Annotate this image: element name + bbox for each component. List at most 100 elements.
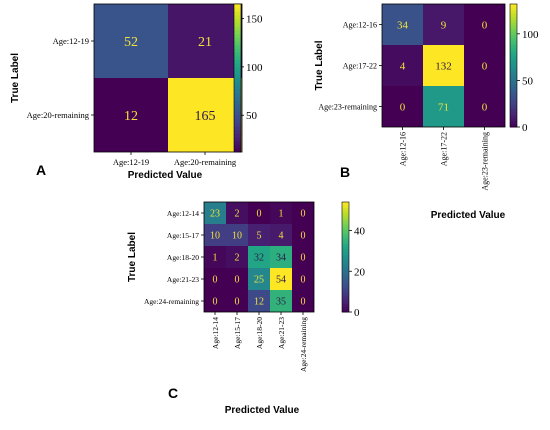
colorbar-segment <box>342 224 349 228</box>
colorbar-segment <box>510 93 517 97</box>
colorbar-segment <box>342 259 349 263</box>
colorbar-segment <box>510 37 517 42</box>
cell-value-label: 0 <box>301 253 306 264</box>
cell-value-label: 0 <box>235 275 240 286</box>
colorbar-segment <box>234 137 241 142</box>
heatmap-cell <box>168 78 242 152</box>
cell-value-label: 2 <box>235 209 240 220</box>
colorbar-segment <box>510 71 517 76</box>
heatmap-cell <box>292 268 314 290</box>
colorbar-segment <box>234 33 241 38</box>
heatmap-cell <box>168 4 242 78</box>
colorbar-segment <box>234 70 241 75</box>
y-tick-label: Age:21-23 <box>167 275 199 284</box>
colorbar-segment <box>342 213 349 217</box>
cell-value-label: 0 <box>235 297 240 308</box>
cell-value-label: 9 <box>441 19 447 31</box>
colorbar-segment <box>510 87 517 91</box>
heatmap-cell <box>464 86 505 127</box>
colorbar-segment <box>234 111 241 116</box>
heatmap-panel-B: 34 9 0 4 132 0 0 71 0 Age:12-16 Age:17-22 Age:23-re… <box>314 3 539 221</box>
y-tick-label: Age:12-16 <box>343 21 377 30</box>
colorbar-segment <box>342 292 349 296</box>
colorbar-segment <box>342 246 349 250</box>
colorbar-segment <box>234 4 241 9</box>
cell-value-label: 35 <box>276 297 286 308</box>
colorbar-segment <box>510 40 517 45</box>
heatmap-cell <box>204 246 226 268</box>
colorbar-segment <box>342 243 349 247</box>
heatmap-cell <box>204 224 226 246</box>
cell-value-label: 0 <box>301 297 306 308</box>
heatmap-cell <box>270 268 292 290</box>
y-tick-label: Age:23-remaining <box>318 103 377 112</box>
cell-value-label: 71 <box>438 101 449 113</box>
heatmap-cell <box>226 246 248 268</box>
colorbar-tick-label: 0 <box>354 307 360 319</box>
colorbar-segment <box>510 123 517 128</box>
heatmap-cell <box>270 224 292 246</box>
colorbar-segment <box>342 257 349 261</box>
colorbar-segment <box>234 74 241 79</box>
colorbar-segment <box>234 15 241 20</box>
colorbar-segment <box>234 107 241 112</box>
colorbar-segment <box>234 59 241 64</box>
colorbar-segment <box>234 18 241 23</box>
colorbar-segment <box>234 37 241 42</box>
cell-value-label: 32 <box>254 253 264 264</box>
colorbar-segment <box>234 148 241 153</box>
x-tick-label: Age:24-remaining <box>299 317 308 372</box>
colorbar-segment <box>510 77 517 82</box>
heatmap-cell <box>226 224 248 246</box>
colorbar-segment <box>510 74 517 79</box>
heatmap-cell <box>423 45 464 86</box>
y-tick-label: Age:20-remaining <box>27 110 90 120</box>
cell-value-label: 10 <box>210 231 220 242</box>
heatmap-cell <box>270 246 292 268</box>
y-tick-label: Age:17-22 <box>343 62 377 71</box>
y-axis-title: True Label <box>10 53 21 103</box>
colorbar-segment <box>342 204 349 208</box>
colorbar-segment <box>342 207 349 211</box>
x-tick-label: Age:12-14 <box>211 317 220 349</box>
x-tick-label: Age:17-22 <box>440 132 449 166</box>
heatmap-cell <box>292 224 314 246</box>
x-axis-title: Predicted Value <box>431 210 506 221</box>
cell-value-label: 52 <box>124 35 138 50</box>
heatmap-cell <box>270 202 292 224</box>
colorbar-segment <box>342 232 349 236</box>
cell-value-label: 21 <box>198 35 212 50</box>
colorbar-segment <box>234 26 241 31</box>
heatmap-cell <box>94 4 168 78</box>
heatmap-cell <box>226 268 248 290</box>
colorbar-segment <box>510 117 517 122</box>
colorbar-segment <box>234 96 241 101</box>
colorbar-segment <box>342 295 349 299</box>
colorbar-tick-label: 20 <box>354 266 366 278</box>
cell-value-label: 4 <box>279 231 284 242</box>
cell-value-label: 1 <box>213 253 218 264</box>
colorbar-segment <box>234 118 241 123</box>
colorbar-segment <box>510 59 517 63</box>
x-tick-label: Age:12-19 <box>113 157 149 167</box>
cell-value-label: 0 <box>482 19 488 31</box>
colorbar-segment <box>342 273 349 277</box>
colorbar-segment <box>510 90 517 94</box>
colorbar-segment <box>510 102 517 106</box>
colorbar-segment <box>342 268 349 272</box>
colorbar-frame <box>341 201 350 313</box>
heatmap-cell <box>226 290 248 312</box>
colorbar-segment <box>234 133 241 138</box>
colorbar-segment <box>342 298 349 302</box>
colorbar-segment <box>342 248 349 252</box>
x-tick-label: Age:15-17 <box>233 317 242 349</box>
heatmap-cell <box>204 202 226 224</box>
x-axis-title: Predicted Value <box>225 405 300 416</box>
colorbar-tick-label: 40 <box>354 226 366 238</box>
colorbar-segment <box>342 221 349 225</box>
cell-value-label: 4 <box>400 60 406 72</box>
cell-value-label: 25 <box>254 275 264 286</box>
colorbar-segment <box>510 108 517 113</box>
cell-value-label: 5 <box>257 231 262 242</box>
